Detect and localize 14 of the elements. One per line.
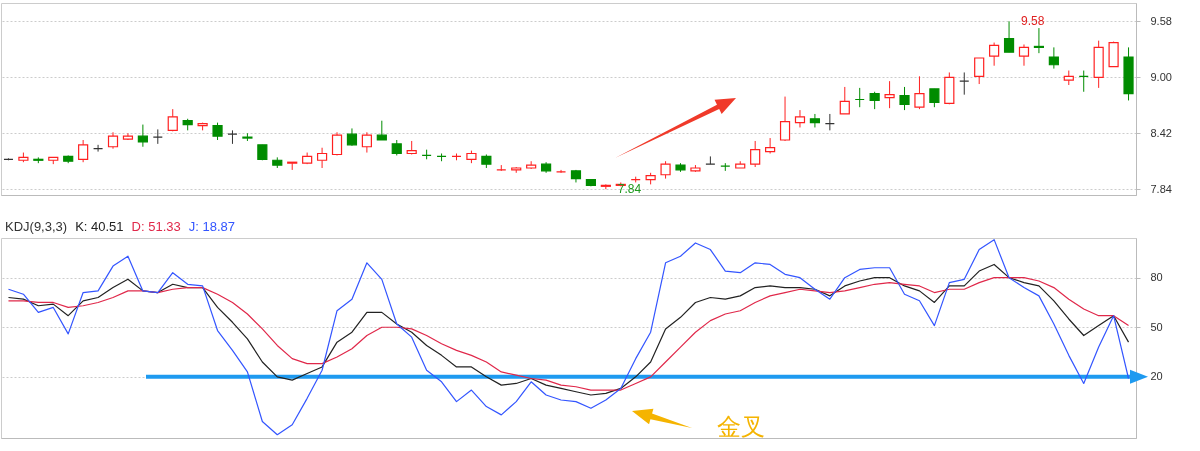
y-tick-label: 9.58 [1150,14,1172,27]
y-tick-label: 20 [1150,370,1163,383]
annotation: 金叉 [717,413,765,440]
chart-title: KDJ(9,3,3) [5,219,68,234]
annotation: 7.84 [617,182,642,197]
text: K: 40.51 [75,219,124,234]
y-tick-label: 50 [1150,320,1163,333]
annotation: 9.58 [1021,14,1045,29]
y-tick-label: 8.42 [1150,126,1172,139]
y-tick-label: 7.84 [1150,182,1172,195]
y-tick-label: 80 [1150,271,1163,284]
text: J: 18.87 [188,219,235,234]
text: D: 51.33 [131,219,181,234]
y-tick-label: 9.00 [1150,70,1172,83]
